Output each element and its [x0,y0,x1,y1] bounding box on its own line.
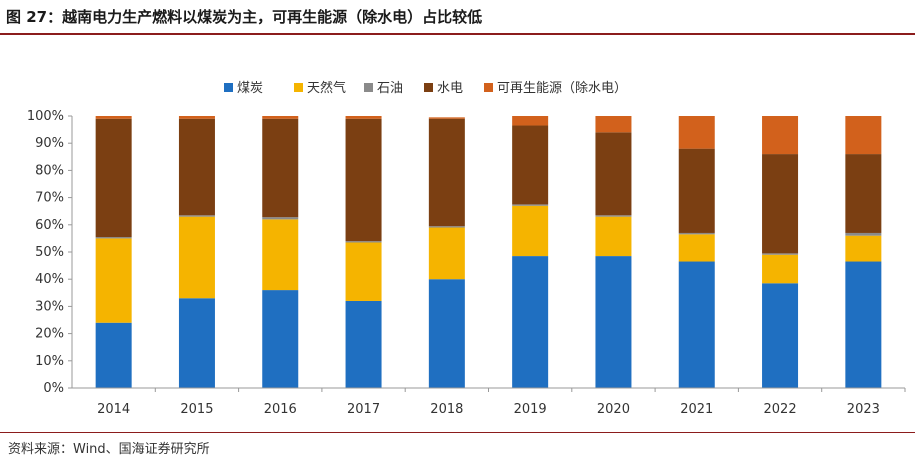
chart-legend: 煤炭 天然气 石油 水电 可再生能源（除水电） [224,80,627,96]
y-tick-label: 0% [43,381,64,396]
bar-segment-2016-4 [262,116,299,119]
bar-segment-2022-3 [762,154,799,254]
bar-segment-2018-3 [428,118,465,227]
bar-segment-2018-0 [428,279,465,388]
bar-segment-2021-3 [678,148,715,233]
bar-segment-2020-3 [595,132,632,216]
bar-segment-2020-2 [595,215,632,217]
x-tick-label: 2018 [430,402,463,417]
bar-segment-2015-0 [178,298,215,388]
y-tick-label: 80% [35,163,64,178]
chart-bars [95,116,882,388]
bar-segment-2017-4 [345,116,382,119]
bar-segment-2022-1 [762,254,799,284]
bar-segment-2014-1 [95,238,132,323]
legend-swatch-4 [484,83,493,92]
x-tick-label: 2023 [847,402,880,417]
bar-segment-2015-2 [178,215,215,217]
bar-segment-2019-4 [512,116,549,126]
x-tick-label: 2015 [180,402,213,417]
legend-label-2: 石油 [377,81,403,96]
title-rule [0,33,915,35]
bar-segment-2023-2 [845,232,882,236]
bar-segment-2019-2 [512,204,549,206]
y-tick-label: 20% [35,327,64,342]
legend-swatch-2 [364,83,373,92]
x-tick-label: 2017 [347,402,380,417]
legend-swatch-3 [424,83,433,92]
bar-segment-2022-4 [762,116,799,155]
bar-segment-2022-2 [762,253,799,255]
y-tick-label: 60% [35,218,64,233]
bar-segment-2023-4 [845,116,882,155]
y-tick-label: 10% [35,354,64,369]
x-tick-label: 2020 [597,402,630,417]
bar-segment-2015-1 [178,216,215,299]
y-tick-label: 70% [35,191,64,206]
bar-segment-2014-2 [95,237,132,239]
legend-swatch-1 [294,83,303,92]
legend-label-0: 煤炭 [237,81,263,96]
legend-label-1: 天然气 [307,80,346,96]
bar-segment-2014-0 [95,322,132,388]
bar-segment-2019-1 [512,205,549,257]
bar-segment-2023-1 [845,235,882,262]
bar-segment-2020-1 [595,216,632,257]
bar-segment-2015-3 [178,118,215,216]
legend-label-3: 水电 [437,81,463,96]
x-tick-label: 2022 [764,402,797,417]
bar-segment-2017-0 [345,300,382,388]
bar-segment-2015-4 [178,116,215,119]
bar-segment-2023-0 [845,261,882,388]
y-tick-label: 50% [35,245,64,260]
legend-swatch-0 [224,83,233,92]
bar-segment-2019-3 [512,125,549,205]
bar-segment-2017-1 [345,242,382,301]
bar-segment-2020-4 [595,116,632,133]
figure-title: 图 27：越南电力生产燃料以煤炭为主，可再生能源（除水电）占比较低 [6,8,483,26]
bar-segment-2014-3 [95,118,132,238]
y-tick-label: 90% [35,136,64,151]
bar-segment-2021-0 [678,261,715,388]
bar-segment-2018-2 [428,226,465,228]
bar-segment-2021-4 [678,116,715,149]
bar-segment-2019-0 [512,256,549,388]
x-tick-label: 2014 [97,402,130,417]
legend-label-4: 可再生能源（除水电） [497,81,627,96]
bar-segment-2016-3 [262,118,299,218]
chart-axes: 0% 10% 20% 30% 40% 50% 60% 70% 80% 90% 100% 2014 201… [27,109,906,417]
bar-segment-2023-3 [845,154,882,233]
bar-segment-2016-1 [262,219,299,291]
y-tick-label: 30% [35,299,64,314]
y-tick-label: 100% [27,109,64,124]
y-tick-label: 40% [35,272,64,287]
x-tick-label: 2016 [264,402,297,417]
bar-segment-2020-0 [595,256,632,388]
bar-segment-2021-2 [678,232,715,235]
source-rule [0,432,915,433]
bar-segment-2021-1 [678,234,715,262]
x-tick-label: 2019 [514,402,547,417]
source-note: 资料来源：Wind、国海证券研究所 [8,442,210,457]
bar-segment-2017-3 [345,118,382,242]
bar-segment-2016-0 [262,290,299,388]
bar-segment-2022-0 [762,283,799,388]
x-tick-label: 2021 [680,402,713,417]
bar-segment-2017-2 [345,241,382,243]
bar-segment-2014-4 [95,116,132,119]
bar-segment-2018-1 [428,227,465,280]
bar-segment-2016-2 [262,217,299,220]
bar-segment-2018-4 [428,117,465,119]
